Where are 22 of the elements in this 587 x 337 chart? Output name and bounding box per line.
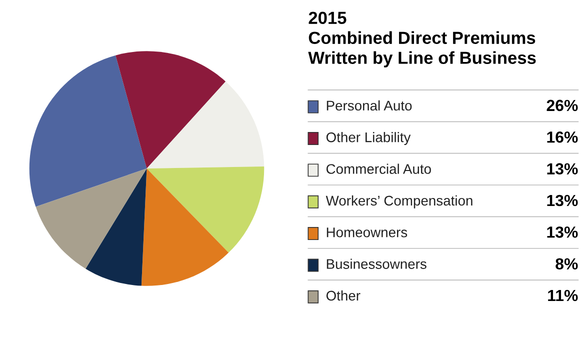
legend-label: Workers’ Compensation xyxy=(326,195,472,208)
data-label: 13% xyxy=(547,226,578,238)
data-label: 16% xyxy=(547,131,578,143)
data-label: 26% xyxy=(546,100,578,112)
pie-slice xyxy=(146,82,264,168)
data-label: 8% xyxy=(556,258,578,270)
data-label: 13% xyxy=(547,163,578,174)
legend-label: Other Liability xyxy=(326,132,411,145)
pie-slice xyxy=(36,168,147,269)
legend-label: Commercial Auto xyxy=(326,164,431,174)
legend-label: Personal Auto xyxy=(326,100,412,111)
pie-slice xyxy=(146,166,264,253)
legend-label: Businessowners xyxy=(326,258,426,269)
pie-slice xyxy=(29,55,147,207)
legend-label: Other xyxy=(326,290,360,301)
chart-title: 2015 Combined Direct Premiums Written by Line of Business xyxy=(308,12,536,68)
legend-label: Homeowners xyxy=(326,228,408,238)
pie-slice xyxy=(141,168,229,286)
data-label: 11% xyxy=(548,290,578,302)
pie-slice xyxy=(116,51,226,168)
data-label: 13% xyxy=(547,194,578,206)
pie-slice xyxy=(86,168,147,286)
